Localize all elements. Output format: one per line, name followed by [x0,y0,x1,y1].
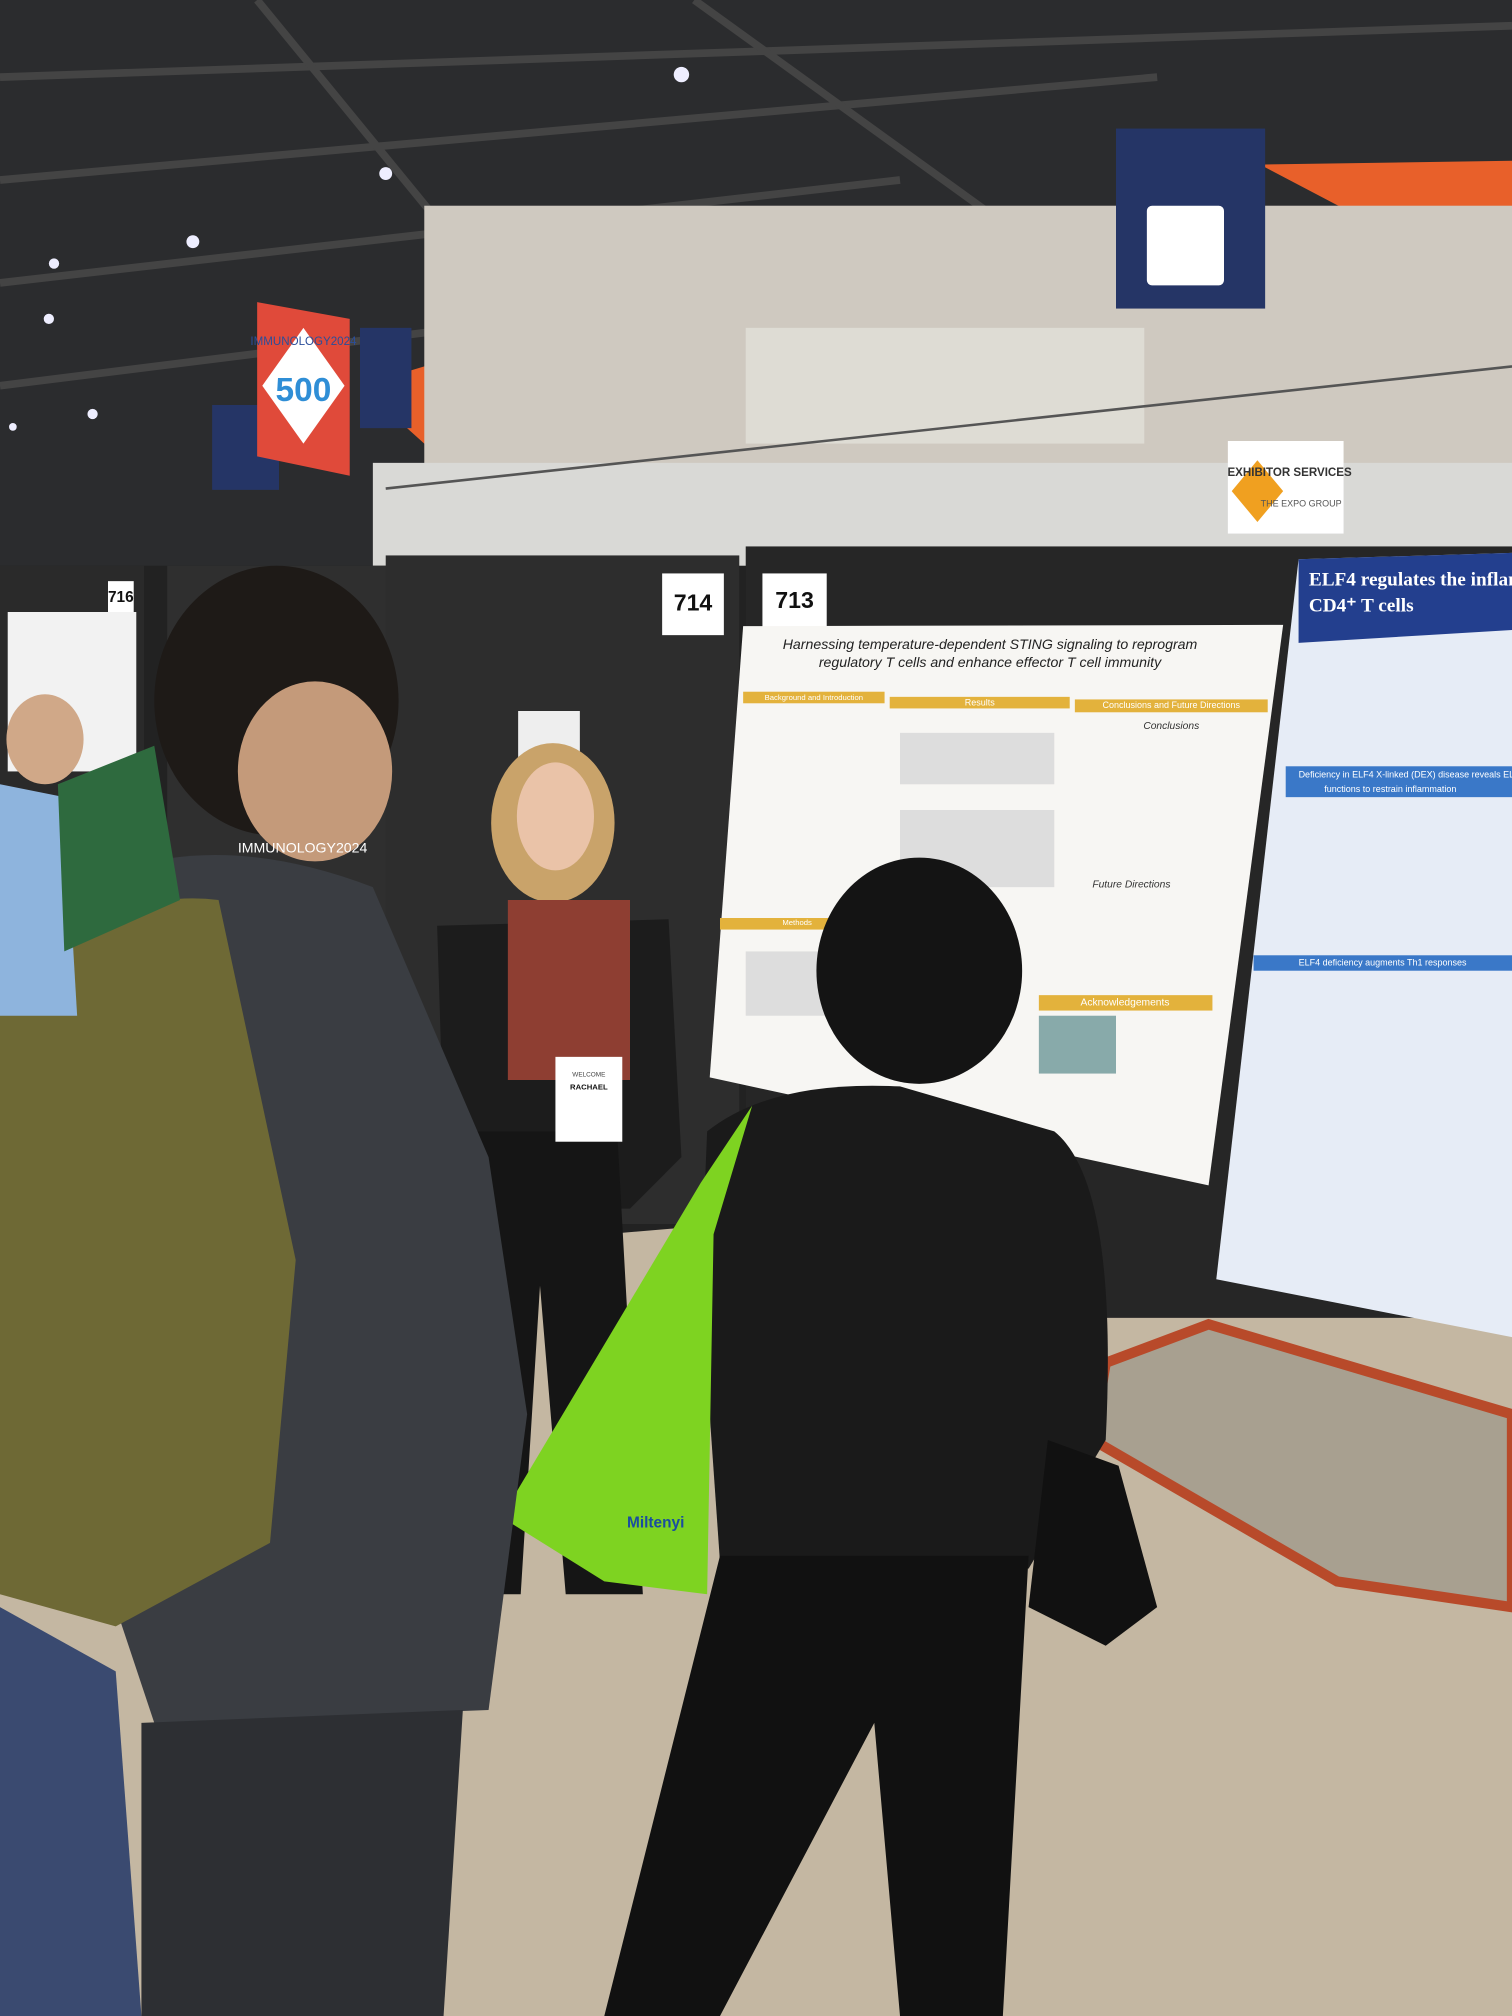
right-poster-section-bar [1253,955,1512,971]
poster-section: Methods [782,918,812,927]
person-shirt [0,784,78,1016]
board-number: 714 [674,589,713,615]
right-poster-title: CD4⁺ T cells [1309,595,1414,616]
board-number: 713 [775,587,814,613]
presenter-face [516,762,594,871]
banner-event: IMMUNOLOGY2024 [250,336,357,348]
poster-title: Harnessing temperature-dependent STING s… [783,636,1198,652]
person-head [6,694,84,785]
poster-section: Acknowledgements [1080,998,1169,1009]
badge-name: RACHAEL [570,1083,608,1092]
poster-section: Conclusions [1143,721,1199,732]
poster-section-bars [720,691,1268,1011]
poster-section: Future Directions [1092,879,1170,890]
mezzanine-room [745,327,1145,444]
carpet [0,1607,142,2016]
elevator-icon [1146,205,1224,286]
person-jacket [57,745,180,952]
presenter-top [507,900,630,1080]
board-number-plate [108,581,134,615]
woman-jacket [700,1085,1108,1569]
poster-section: Conclusions and Future Directions [1102,700,1240,710]
board-number-plate [762,573,827,630]
right-poster-section-bar [1285,766,1512,798]
lanyard-text: IMMUNOLOGY2024 [238,839,368,855]
board-number-plate [662,573,724,636]
bag-brand: Miltenyi [627,1515,684,1532]
right-poster-section: functions to restrain inflammation [1324,784,1456,794]
right-poster-header [1298,552,1512,643]
badge [555,1056,623,1142]
poster-section: Results [965,698,996,708]
handbag [1028,1440,1158,1646]
right-poster-title: ELF4 regulates the inflam [1309,570,1512,591]
woman-hair [816,857,1023,1084]
poster-title: regulatory T cells and enhance effector … [819,654,1162,670]
exhibitor-company: THE EXPO GROUP [1261,498,1342,508]
exhibitor-label: EXHIBITOR SERVICES [1227,467,1352,479]
right-poster-section: ELF4 deficiency augments Th1 responses [1299,957,1467,967]
backpack [0,898,296,1627]
right-poster [1216,552,1512,1338]
man-pants [141,1710,463,2016]
right-poster-section: Deficiency in ELF4 X-linked (DEX) diseas… [1299,770,1512,780]
board-number: 716 [108,589,134,606]
badge-welcome: WELCOME [572,1072,605,1079]
ceiling-lights [9,66,690,431]
man-face [237,681,393,862]
poster-section: Background and Introduction [765,693,863,702]
food-sign [360,327,412,429]
woman-pants [604,1555,1029,2016]
banner-number: 500 [276,372,332,409]
exhibitor-logo [1231,460,1284,522]
tote-bag [501,1105,753,1595]
railing [385,365,1512,490]
